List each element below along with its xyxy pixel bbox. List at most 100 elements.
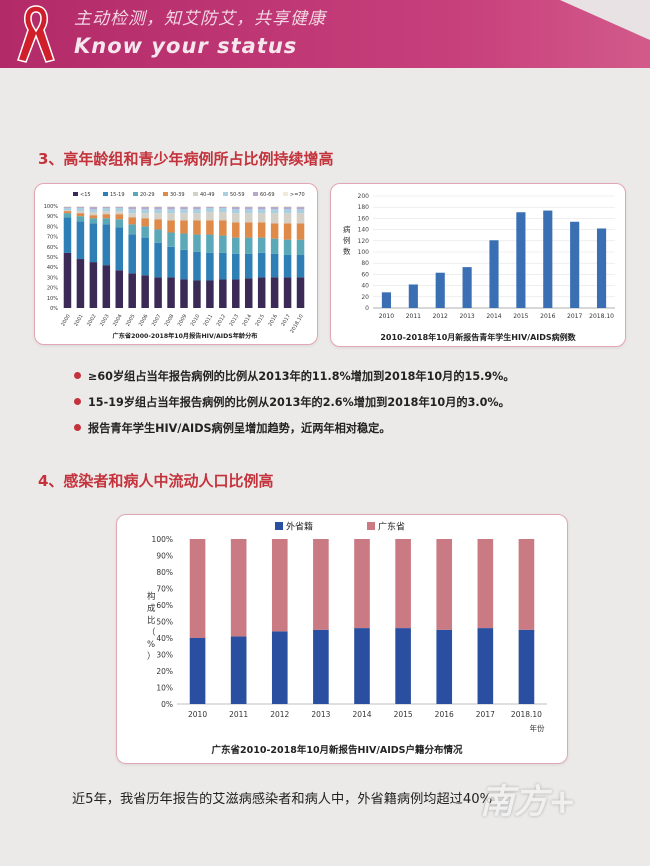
bar-segment [257,252,266,278]
y-tick-label: 90% [47,214,58,220]
legend-swatch [253,192,258,196]
bar-segment [154,213,162,220]
bar-segment [128,273,136,308]
bar-segment [244,213,253,223]
bar-segment [244,222,253,238]
bar-segment [180,233,188,250]
bar-segment [283,239,292,255]
bar-segment [257,222,266,238]
age-distribution-panel: 0% 10% 20% 30% 40% 50% 60% 70% 80% 90% 100% <15 15-1… [34,183,318,345]
y-tick-label: 100% [44,204,59,210]
bar-segment [128,224,136,235]
bar-segment [154,229,162,243]
slogan-english: Know your status [74,34,298,58]
bar-segment [128,207,136,210]
bar-segment [141,213,149,219]
x-tick-label: 2014 [242,314,254,328]
bar-segment [193,207,201,210]
bar-segment [206,252,214,281]
legend-label: 外省籍 [286,521,313,533]
x-tick-label: 2003 [99,314,111,328]
x-tick-label: 2002 [86,314,98,328]
bar-segment [63,210,72,212]
legend-label: 30-39 [170,192,185,198]
bar-segment [141,206,149,208]
legend-swatch [133,192,138,196]
bar-segment [296,223,305,240]
findings-list: ≥60岁组占当年报告病例的比例从2013年的11.8%增加到2018年10月的1… [74,368,594,446]
bar [543,210,553,308]
bar-segment [232,207,240,210]
bar-segment [257,237,266,253]
x-tick-label: 2016 [435,710,454,719]
bar-segment [270,209,279,214]
bar-segment [102,218,111,225]
bar-segment [219,279,227,308]
bar-segment [154,209,162,214]
bar-segment [167,206,175,208]
chart-caption: 广东省2000-2018年10月报告HIV/AIDS年龄分布 [113,332,258,340]
y-tick-label: 50% [47,255,58,261]
bar-segment [167,246,175,278]
x-tick-label: 2017 [280,314,292,328]
x-tick-label: 2012 [433,313,448,320]
legend-label: 60-69 [260,192,275,198]
bar-segment [244,207,253,210]
y-tick-label: 30% [47,275,58,281]
bar-segment [206,280,214,308]
y-tick-label: 40% [156,634,173,643]
legend-swatch [283,192,288,196]
bar-segment [257,209,266,214]
x-tick-label: 2008 [164,314,176,328]
bar-segment [219,252,227,280]
bar-segment [63,206,72,208]
bar-segment [206,206,214,208]
legend-swatch [73,192,78,196]
bar-segment [193,220,201,235]
bar-segment [244,237,253,254]
bar-segment [477,539,494,629]
y-tick-label: 20% [156,667,173,676]
bar-segment [296,209,305,214]
bar-segment [63,211,72,214]
bar-segment [89,223,98,263]
x-tick-label: 2010 [190,314,202,328]
x-tick-label: 2010 [379,313,394,320]
bar-segment [270,206,279,208]
bar-segment [128,206,136,208]
bar-segment [76,211,85,214]
bar-segment [257,206,266,208]
bar-segment [283,206,292,208]
y-tick-label: 200 [358,193,370,200]
y-tick-label: 90% [156,552,173,561]
section-3-title: 3、高年龄组和青少年病例所占比例持续增高 [38,150,334,168]
legend-swatch [275,522,283,530]
x-tick-label: 2010 [188,710,207,719]
bar-segment [296,277,305,308]
bar-segment [102,265,111,308]
bar-segment [115,219,124,228]
bar-segment [76,207,85,209]
bar-segment [180,206,188,208]
bar-segment [89,212,98,216]
x-tick-label: 2017 [567,313,582,320]
x-tick-label: 2005 [125,314,137,328]
y-tick-label: 0% [161,700,173,709]
bar-segment [296,207,305,210]
x-tick-label: 2014 [486,313,501,320]
bar-segment [296,213,305,224]
bar-segment [76,208,85,212]
bar-segment [206,207,214,209]
bar-segment [219,206,227,208]
bar-segment [89,206,98,208]
bar-segment [206,220,214,235]
bar-segment [270,277,279,308]
y-tick-label: 0 [365,305,369,312]
legend-swatch [367,522,375,530]
finding-text: 15-19岁组占当年报告病例的比例从2013年的2.6%增加到2018年10月的… [88,396,510,409]
bar-segment [232,206,240,208]
bar [408,284,418,308]
bar-segment [154,207,162,210]
bullet-dot-icon [74,398,81,405]
bar-segment [141,209,149,214]
